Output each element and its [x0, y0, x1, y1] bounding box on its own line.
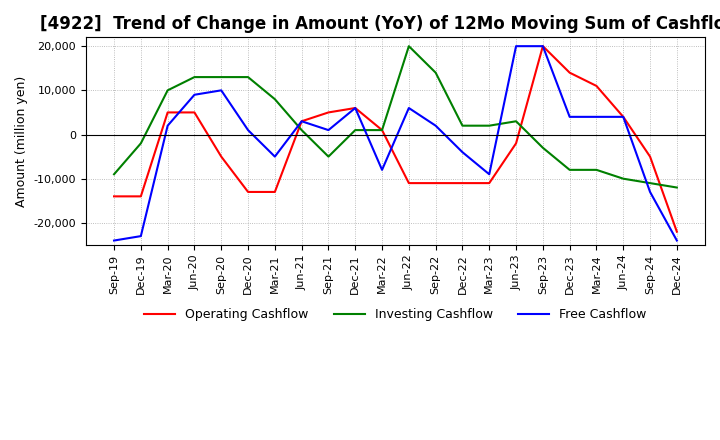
Line: Operating Cashflow: Operating Cashflow	[114, 46, 677, 232]
Operating Cashflow	[137, 194, 145, 199]
Y-axis label: Amount (million yen): Amount (million yen)	[15, 76, 28, 207]
Free Cashflow	[512, 44, 521, 49]
Operating Cashflow	[351, 105, 359, 110]
Operating Cashflow	[217, 154, 225, 159]
Investing Cashflow	[351, 128, 359, 133]
Operating Cashflow	[565, 70, 574, 75]
Operating Cashflow	[378, 128, 387, 133]
Investing Cashflow	[378, 128, 387, 133]
Investing Cashflow	[109, 172, 118, 177]
Operating Cashflow	[646, 154, 654, 159]
Free Cashflow	[378, 167, 387, 172]
Investing Cashflow	[271, 96, 279, 102]
Operating Cashflow	[244, 189, 253, 194]
Investing Cashflow	[539, 145, 547, 150]
Free Cashflow	[405, 105, 413, 110]
Operating Cashflow	[592, 83, 600, 88]
Investing Cashflow	[244, 74, 253, 80]
Free Cashflow	[646, 189, 654, 194]
Operating Cashflow	[163, 110, 172, 115]
Operating Cashflow	[619, 114, 628, 120]
Investing Cashflow	[324, 154, 333, 159]
Free Cashflow	[565, 114, 574, 120]
Investing Cashflow	[485, 123, 494, 128]
Free Cashflow	[351, 105, 359, 110]
Operating Cashflow	[109, 194, 118, 199]
Title: [4922]  Trend of Change in Amount (YoY) of 12Mo Moving Sum of Cashflows: [4922] Trend of Change in Amount (YoY) o…	[40, 15, 720, 33]
Free Cashflow	[297, 119, 306, 124]
Investing Cashflow	[619, 176, 628, 181]
Operating Cashflow	[672, 229, 681, 235]
Operating Cashflow	[405, 180, 413, 186]
Operating Cashflow	[271, 189, 279, 194]
Free Cashflow	[592, 114, 600, 120]
Investing Cashflow	[512, 119, 521, 124]
Operating Cashflow	[485, 180, 494, 186]
Free Cashflow	[458, 150, 467, 155]
Free Cashflow	[485, 172, 494, 177]
Line: Investing Cashflow: Investing Cashflow	[114, 46, 677, 187]
Investing Cashflow	[405, 44, 413, 49]
Line: Free Cashflow: Free Cashflow	[114, 46, 677, 241]
Free Cashflow	[271, 154, 279, 159]
Operating Cashflow	[512, 141, 521, 146]
Investing Cashflow	[672, 185, 681, 190]
Free Cashflow	[672, 238, 681, 243]
Operating Cashflow	[458, 180, 467, 186]
Investing Cashflow	[431, 70, 440, 75]
Free Cashflow	[324, 128, 333, 133]
Investing Cashflow	[137, 141, 145, 146]
Free Cashflow	[137, 234, 145, 239]
Free Cashflow	[619, 114, 628, 120]
Investing Cashflow	[592, 167, 600, 172]
Operating Cashflow	[324, 110, 333, 115]
Investing Cashflow	[297, 128, 306, 133]
Investing Cashflow	[565, 167, 574, 172]
Investing Cashflow	[646, 180, 654, 186]
Investing Cashflow	[190, 74, 199, 80]
Operating Cashflow	[297, 119, 306, 124]
Investing Cashflow	[458, 123, 467, 128]
Free Cashflow	[244, 128, 253, 133]
Free Cashflow	[431, 123, 440, 128]
Operating Cashflow	[431, 180, 440, 186]
Investing Cashflow	[163, 88, 172, 93]
Free Cashflow	[163, 123, 172, 128]
Operating Cashflow	[190, 110, 199, 115]
Free Cashflow	[109, 238, 118, 243]
Free Cashflow	[539, 44, 547, 49]
Legend: Operating Cashflow, Investing Cashflow, Free Cashflow: Operating Cashflow, Investing Cashflow, …	[139, 303, 652, 326]
Operating Cashflow	[539, 44, 547, 49]
Free Cashflow	[217, 88, 225, 93]
Investing Cashflow	[217, 74, 225, 80]
Free Cashflow	[190, 92, 199, 97]
